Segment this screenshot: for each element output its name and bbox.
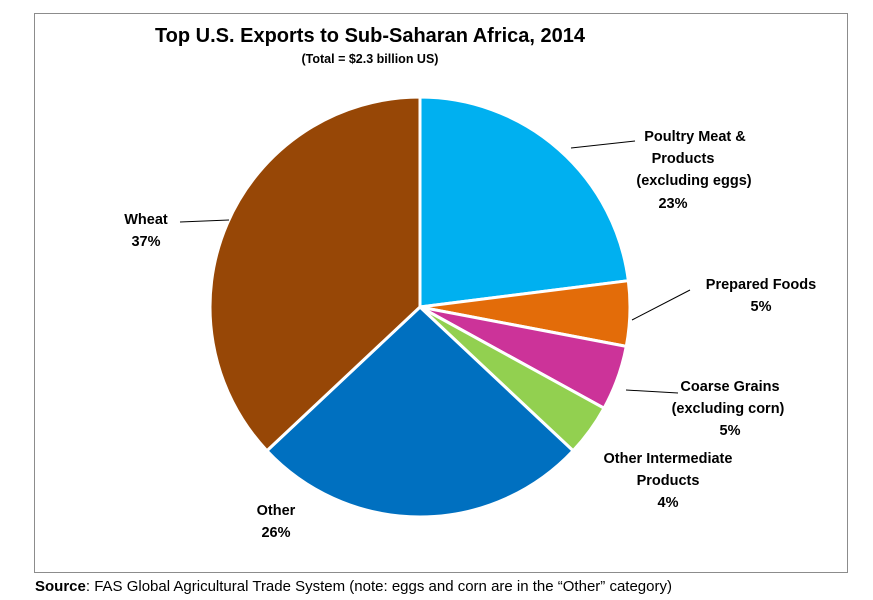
chart-frame [34, 13, 848, 573]
slice-label: Prepared Foods [706, 277, 816, 293]
leader-line [631, 289, 691, 321]
slice-labels: Poultry Meat & Products (excluding eggs) 23… [124, 129, 816, 541]
chart-title: Top U.S. Exports to Sub-Saharan Africa, … [155, 25, 586, 47]
slice-label: Products [637, 473, 700, 489]
slice-label: (excluding corn) [672, 401, 785, 417]
source-note: Source: FAS Global Agricultural Trade Sy… [35, 578, 672, 595]
leader-line [625, 389, 679, 394]
slice-label: Coarse Grains [680, 379, 779, 395]
source-text: : FAS Global Agricultural Trade System (… [85, 578, 672, 595]
slice-label: Other Intermediate [604, 451, 733, 467]
pie-slice [208, 95, 422, 453]
slice-label: Other [257, 503, 296, 519]
pie-slices [208, 95, 632, 519]
slice-value-label: 23% [658, 196, 687, 212]
source-label: Source [35, 578, 86, 595]
chart-subtitle: (Total = $2.3 billion US) [302, 52, 439, 66]
pie-slice [265, 305, 575, 519]
slice-label: Wheat [124, 212, 168, 228]
slice-value-label: 4% [658, 495, 679, 511]
slice-value-label: 5% [720, 423, 741, 439]
slice-value-label: 5% [751, 299, 772, 315]
leader-line [570, 140, 636, 149]
leader-lines [179, 140, 691, 394]
slice-label: Products [652, 151, 715, 167]
slice-value-label: 26% [261, 525, 290, 541]
slice-value-label: 37% [131, 234, 160, 250]
slice-label: Poultry Meat & [644, 129, 746, 145]
leader-line [179, 219, 230, 223]
slice-label: (excluding eggs) [636, 173, 751, 189]
pie-slice [418, 95, 630, 309]
